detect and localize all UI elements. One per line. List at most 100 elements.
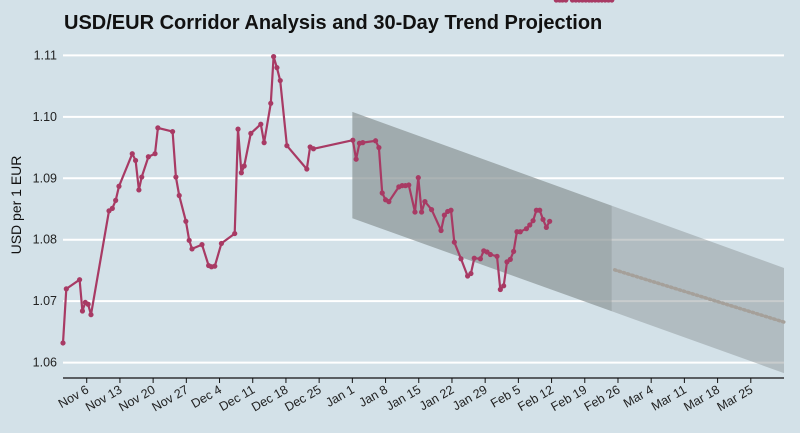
data-point (428, 207, 435, 213)
chart-title: USD/EUR Corridor Analysis and 30-Day Tre… (64, 12, 602, 34)
data-point (372, 138, 379, 144)
data-point (458, 256, 464, 262)
y-axis-label: USD per 1 EUR (8, 156, 24, 255)
data-point (451, 239, 457, 245)
data-point (379, 190, 385, 196)
x-tick-label: Feb 19 (549, 382, 590, 414)
data-point (186, 237, 192, 243)
x-tick-label: Mar 4 (621, 382, 656, 410)
x-tick-label: Dec 18 (249, 382, 290, 414)
data-point (438, 227, 444, 234)
data-point (212, 263, 218, 269)
projection-line (612, 268, 786, 324)
data-point (277, 77, 283, 84)
y-tick-label: 1.09 (33, 171, 57, 185)
data-point (189, 246, 195, 252)
data-point (241, 163, 247, 169)
x-tick-label: Mar 18 (681, 382, 722, 414)
x-tick-label: Mar 25 (715, 382, 756, 414)
data-point (501, 283, 507, 289)
data-point (79, 308, 86, 314)
x-tick-label: Feb 26 (582, 382, 623, 414)
data-point (63, 286, 69, 292)
data-point (507, 256, 513, 262)
y-axis-ticks: 1.06 1.07 1.08 1.09 1.10 1.11 (33, 48, 57, 369)
data-point (261, 140, 267, 146)
data-point (176, 192, 182, 199)
data-point (441, 212, 447, 218)
data-point (152, 151, 158, 157)
data-point (497, 286, 503, 293)
data-point (350, 137, 356, 143)
data-point (386, 199, 392, 205)
data-point (173, 174, 179, 180)
data-point (199, 242, 205, 248)
data-point (60, 340, 66, 346)
data-point (116, 183, 122, 189)
price-points (60, 0, 615, 346)
x-tick-label: Jan 22 (417, 382, 457, 413)
data-point (530, 218, 536, 224)
data-point (88, 312, 94, 318)
data-point (477, 256, 484, 262)
data-point (517, 229, 523, 235)
data-point (422, 199, 428, 205)
y-tick-label: 1.07 (33, 294, 57, 308)
corridor-historical (352, 111, 612, 312)
data-point (360, 140, 366, 146)
x-tick-label: Jan 1 (323, 382, 357, 409)
data-point (547, 218, 553, 224)
data-point (232, 230, 238, 237)
data-point (563, 0, 569, 3)
data-point (113, 197, 119, 203)
x-tick-label: Jan 8 (357, 382, 391, 409)
data-point (511, 248, 517, 255)
data-point (415, 175, 421, 181)
trend-projection (612, 268, 786, 324)
data-point (139, 174, 145, 180)
data-point (468, 270, 474, 277)
data-point (169, 128, 176, 135)
data-point (129, 151, 135, 157)
data-point (310, 146, 317, 152)
data-point (376, 144, 382, 151)
data-point (494, 253, 500, 259)
data-point (218, 240, 225, 247)
y-tick-label: 1.06 (33, 356, 57, 370)
data-point (284, 143, 290, 149)
x-tick-label: Nov 13 (83, 382, 124, 414)
data-point (145, 154, 151, 160)
data-point (136, 187, 142, 193)
data-point (523, 226, 530, 232)
data-point (183, 218, 189, 224)
corridor-band (352, 111, 784, 374)
data-point (543, 224, 549, 231)
x-tick-label: Dec 25 (282, 382, 323, 414)
x-tick-label: Jan 29 (450, 382, 490, 413)
x-tick-label: Nov 20 (116, 382, 157, 414)
data-point (268, 100, 274, 106)
x-tick-label: Dec 11 (217, 382, 258, 413)
data-point (109, 205, 115, 211)
data-point (537, 207, 543, 213)
data-point (609, 0, 615, 3)
y-tick-label: 1.08 (33, 233, 57, 247)
data-point (419, 209, 425, 215)
data-point (412, 209, 418, 215)
x-tick-label: Nov 27 (150, 382, 191, 414)
data-point (238, 170, 244, 176)
data-point (406, 182, 412, 188)
data-point (155, 125, 161, 131)
data-point (527, 222, 533, 228)
data-point (353, 156, 359, 162)
y-tick-label: 1.10 (33, 110, 57, 124)
x-tick-label: Feb 12 (515, 382, 556, 414)
data-point (248, 130, 254, 137)
y-tick-label: 1.11 (34, 48, 57, 62)
data-point (471, 255, 477, 261)
data-point (132, 157, 139, 164)
data-point (304, 166, 310, 172)
data-point (85, 301, 91, 307)
